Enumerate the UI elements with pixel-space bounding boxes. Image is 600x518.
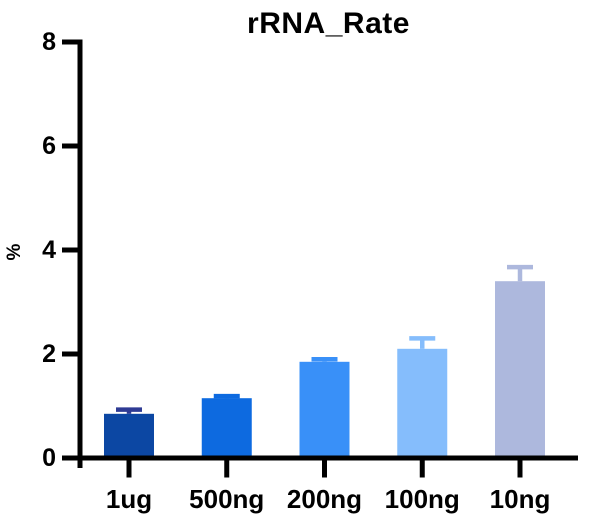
x-category-label: 1ug <box>106 484 152 514</box>
x-category-label: 10ng <box>490 484 551 514</box>
bar-10ng <box>495 281 545 458</box>
bar-1ug <box>104 413 154 458</box>
y-tick-label: 4 <box>42 236 56 264</box>
bar-100ng <box>397 348 448 458</box>
y-tick-label: 6 <box>42 132 56 160</box>
y-tick-label: 8 <box>42 28 56 56</box>
bar-200ng <box>299 361 350 458</box>
y-tick-label: 2 <box>42 340 56 368</box>
chart-title: rRNA_Rate <box>247 7 410 40</box>
bar-500ng <box>201 398 252 458</box>
x-category-label: 200ng <box>287 484 362 514</box>
y-tick-label: 0 <box>42 444 56 472</box>
x-category-label: 500ng <box>189 484 264 514</box>
x-category-label: 100ng <box>385 484 460 514</box>
